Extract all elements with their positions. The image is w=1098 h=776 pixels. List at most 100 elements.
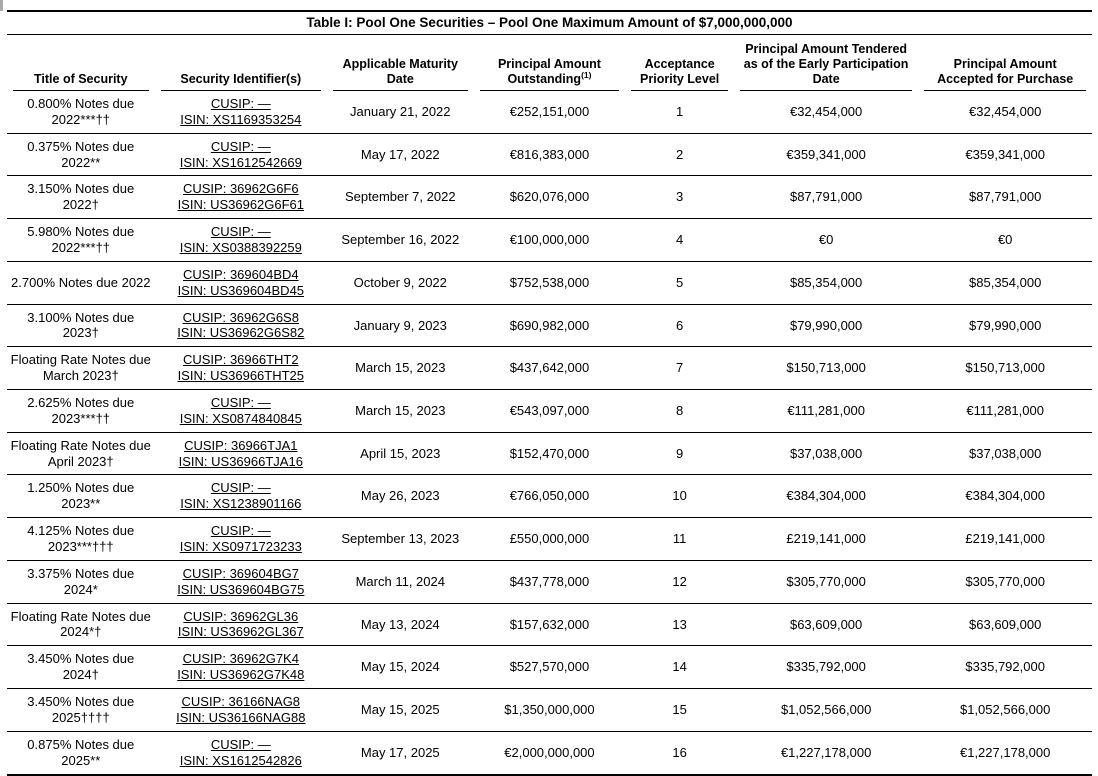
cell-title-of-security: 3.450% Notes due 2025†††† bbox=[7, 688, 155, 732]
cell-title-of-security: 0.375% Notes due 2022** bbox=[7, 133, 155, 177]
cell-maturity-date: April 15, 2023 bbox=[327, 432, 474, 476]
cell-principal-tendered: £219,141,000 bbox=[733, 517, 919, 561]
text-cursor-artifact bbox=[0, 0, 3, 11]
header-principal-amount-outstanding: Principal Amount Outstanding(1) bbox=[474, 35, 626, 91]
header-applicable-maturity-date: Applicable Maturity Date bbox=[327, 35, 473, 91]
table-row: 0.800% Notes due 2022***†† CUSIP: — ISIN… bbox=[7, 91, 1092, 134]
isin-value: ISIN: US36166NAG88 bbox=[176, 709, 306, 725]
cell-security-identifiers: CUSIP: 36962G6F6 ISIN: US36962G6F61 bbox=[154, 175, 328, 220]
cusip-value: CUSIP: — bbox=[210, 480, 271, 496]
cusip-value: CUSIP: 36966TJA1 bbox=[184, 437, 298, 453]
cell-principal-accepted: €111,281,000 bbox=[918, 389, 1092, 433]
cell-principal-tendered: €1,227,178,000 bbox=[733, 731, 919, 776]
cell-principal-outstanding: £550,000,000 bbox=[473, 517, 626, 561]
cell-security-identifiers: CUSIP: — ISIN: XS1169353254 bbox=[154, 91, 328, 134]
table-row: 0.875% Notes due 2025** CUSIP: — ISIN: X… bbox=[7, 731, 1092, 776]
cell-principal-accepted: €1,227,178,000 bbox=[918, 731, 1092, 776]
cell-principal-outstanding: $152,470,000 bbox=[473, 432, 626, 476]
cell-security-identifiers: CUSIP: 36966THT2 ISIN: US36966THT25 bbox=[154, 346, 328, 391]
cell-principal-accepted: €384,304,000 bbox=[918, 474, 1092, 519]
table-row: Floating Rate Notes due March 2023† CUSI… bbox=[7, 346, 1092, 391]
cell-maturity-date: September 16, 2022 bbox=[327, 218, 474, 262]
cell-principal-outstanding: €816,383,000 bbox=[473, 133, 626, 177]
cell-acceptance-priority: 15 bbox=[625, 688, 734, 732]
cusip-value: CUSIP: 36962G6S8 bbox=[182, 309, 299, 325]
cusip-value: CUSIP: 36962G7K4 bbox=[182, 651, 299, 667]
cell-principal-accepted: $63,609,000 bbox=[918, 603, 1092, 647]
cell-acceptance-priority: 16 bbox=[625, 731, 734, 776]
header-principal-amount-tendered: Principal Amount Tendered as of the Earl… bbox=[734, 35, 918, 91]
table-title: Table I: Pool One Securities – Pool One … bbox=[306, 15, 793, 30]
cell-security-identifiers: CUSIP: 369604BG7 ISIN: US369604BG75 bbox=[154, 560, 328, 604]
cell-maturity-date: January 9, 2023 bbox=[327, 304, 474, 348]
cell-principal-tendered: €359,341,000 bbox=[733, 133, 919, 177]
cell-principal-outstanding: €252,151,000 bbox=[473, 91, 626, 134]
table-row: 3.450% Notes due 2024† CUSIP: 36962G7K4 … bbox=[7, 645, 1092, 690]
cell-security-identifiers: CUSIP: 36166NAG8 ISIN: US36166NAG88 bbox=[154, 688, 328, 732]
header-row: Title of Security Security Identifier(s)… bbox=[7, 35, 1092, 91]
cusip-value: CUSIP: 36962G6F6 bbox=[182, 181, 299, 197]
isin-value: ISIN: US369604BD45 bbox=[177, 282, 305, 298]
cell-principal-accepted: €0 bbox=[918, 218, 1092, 262]
cell-principal-outstanding: €543,097,000 bbox=[473, 389, 626, 433]
cell-title-of-security: Floating Rate Notes due 2024*† bbox=[7, 603, 155, 647]
table-row: 1.250% Notes due 2023** CUSIP: — ISIN: X… bbox=[7, 474, 1092, 519]
cell-principal-accepted: €32,454,000 bbox=[918, 91, 1092, 134]
cell-principal-tendered: $150,713,000 bbox=[733, 346, 919, 391]
cell-maturity-date: May 15, 2025 bbox=[327, 688, 474, 732]
isin-value: ISIN: XS0388392259 bbox=[179, 240, 302, 256]
header-acceptance-priority-level: Acceptance Priority Level bbox=[625, 35, 734, 91]
cell-principal-tendered: $335,792,000 bbox=[733, 645, 919, 690]
cell-maturity-date: May 13, 2024 bbox=[327, 603, 474, 647]
cell-title-of-security: 2.625% Notes due 2023***†† bbox=[7, 389, 155, 433]
cell-maturity-date: May 17, 2025 bbox=[327, 731, 474, 776]
cell-title-of-security: 4.125% Notes due 2023***††† bbox=[7, 517, 155, 561]
cell-principal-outstanding: €100,000,000 bbox=[473, 218, 626, 262]
cell-principal-outstanding: $690,982,000 bbox=[473, 304, 626, 348]
cell-principal-accepted: $79,990,000 bbox=[918, 304, 1092, 348]
cell-title-of-security: 1.250% Notes due 2023** bbox=[7, 474, 155, 519]
cell-principal-accepted: $1,052,566,000 bbox=[918, 688, 1092, 732]
cell-title-of-security: Floating Rate Notes due March 2023† bbox=[7, 346, 155, 391]
document-page: Table I: Pool One Securities – Pool One … bbox=[7, 10, 1092, 776]
cell-principal-outstanding: $1,350,000,000 bbox=[473, 688, 626, 732]
table-row: 3.375% Notes due 2024* CUSIP: 369604BG7 … bbox=[7, 560, 1092, 604]
cell-principal-tendered: €32,454,000 bbox=[733, 91, 919, 134]
table-row: Floating Rate Notes due 2024*† CUSIP: 36… bbox=[7, 603, 1092, 647]
table-row: 0.375% Notes due 2022** CUSIP: — ISIN: X… bbox=[7, 133, 1092, 177]
table-title-band: Table I: Pool One Securities – Pool One … bbox=[7, 10, 1092, 35]
table-row: Floating Rate Notes due April 2023† CUSI… bbox=[7, 432, 1092, 476]
isin-value: ISIN: XS1238901166 bbox=[180, 496, 302, 512]
cusip-value: CUSIP: 36966THT2 bbox=[182, 352, 299, 368]
cusip-value: CUSIP: — bbox=[210, 138, 271, 154]
cell-principal-tendered: $85,354,000 bbox=[733, 261, 919, 305]
cell-acceptance-priority: 12 bbox=[625, 560, 734, 604]
cell-title-of-security: 0.800% Notes due 2022***†† bbox=[7, 91, 155, 134]
cell-maturity-date: September 13, 2023 bbox=[327, 517, 474, 561]
isin-value: ISIN: XS1169353254 bbox=[180, 111, 302, 127]
cusip-value: CUSIP: 36962GL36 bbox=[183, 608, 299, 624]
footnote-marker: (1) bbox=[581, 69, 592, 80]
cell-principal-accepted: €359,341,000 bbox=[918, 133, 1092, 177]
cell-maturity-date: May 17, 2022 bbox=[327, 133, 474, 177]
isin-value: ISIN: US36962GL367 bbox=[177, 624, 304, 640]
cell-title-of-security: 3.150% Notes due 2022† bbox=[7, 175, 155, 220]
cell-security-identifiers: CUSIP: 36962G7K4 ISIN: US36962G7K48 bbox=[154, 645, 328, 690]
cell-maturity-date: January 21, 2022 bbox=[327, 91, 474, 134]
pool-one-securities-table: Title of Security Security Identifier(s)… bbox=[7, 35, 1092, 776]
table-row: 3.150% Notes due 2022† CUSIP: 36962G6F6 … bbox=[7, 175, 1092, 220]
cell-principal-outstanding: $752,538,000 bbox=[473, 261, 626, 305]
table-row: 3.450% Notes due 2025†††† CUSIP: 36166NA… bbox=[7, 688, 1092, 732]
cell-acceptance-priority: 4 bbox=[625, 218, 734, 262]
cell-maturity-date: May 15, 2024 bbox=[327, 645, 474, 690]
cell-principal-tendered: $63,609,000 bbox=[733, 603, 919, 647]
cusip-value: CUSIP: 369604BG7 bbox=[182, 565, 299, 581]
cell-security-identifiers: CUSIP: 36962G6S8 ISIN: US36962G6S82 bbox=[154, 304, 328, 348]
cell-title-of-security: 2.700% Notes due 2022 bbox=[7, 261, 155, 305]
isin-value: ISIN: US36966THT25 bbox=[177, 368, 305, 384]
cell-title-of-security: 3.450% Notes due 2024† bbox=[7, 645, 155, 690]
header-security-identifiers: Security Identifier(s) bbox=[155, 35, 328, 91]
cell-acceptance-priority: 1 bbox=[625, 91, 734, 134]
cell-principal-accepted: $335,792,000 bbox=[918, 645, 1092, 690]
cell-principal-accepted: $305,770,000 bbox=[918, 560, 1092, 604]
